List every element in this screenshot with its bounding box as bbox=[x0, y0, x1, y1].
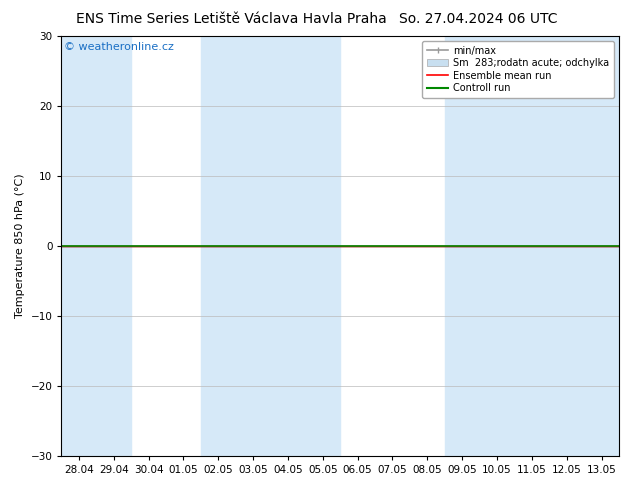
Bar bbox=[96, 36, 131, 456]
Bar bbox=[584, 36, 619, 456]
Text: ENS Time Series Letiště Václava Havla Praha: ENS Time Series Letiště Václava Havla Pr… bbox=[76, 12, 387, 26]
Bar bbox=[479, 36, 514, 456]
Bar bbox=[306, 36, 340, 456]
Legend: min/max, Sm  283;rodatn acute; odchylka, Ensemble mean run, Controll run: min/max, Sm 283;rodatn acute; odchylka, … bbox=[422, 41, 614, 98]
Bar bbox=[549, 36, 584, 456]
Text: So. 27.04.2024 06 UTC: So. 27.04.2024 06 UTC bbox=[399, 12, 558, 26]
Bar bbox=[61, 36, 96, 456]
Y-axis label: Temperature 850 hPa (°C): Temperature 850 hPa (°C) bbox=[15, 174, 25, 318]
Bar bbox=[514, 36, 549, 456]
Text: © weatheronline.cz: © weatheronline.cz bbox=[64, 43, 174, 52]
Bar bbox=[271, 36, 306, 456]
Bar bbox=[201, 36, 236, 456]
Bar bbox=[445, 36, 479, 456]
Bar bbox=[236, 36, 271, 456]
